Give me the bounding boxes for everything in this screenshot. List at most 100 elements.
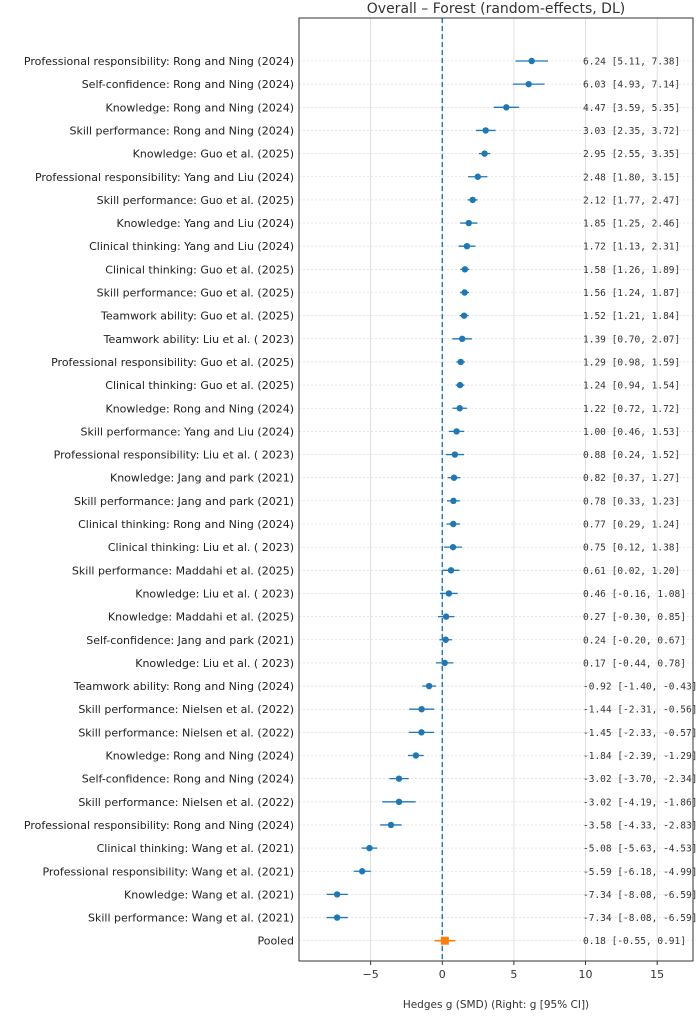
- study-label: Self-confidence: Rong and Ning (2024): [82, 773, 294, 786]
- x-tick-label: 5: [510, 968, 517, 981]
- study-label: Clinical thinking: Rong and Ning (2024): [78, 518, 294, 531]
- study-label: Professional responsibility: Rong and Ni…: [24, 819, 294, 832]
- study-row: Professional responsibility: Guo et al. …: [51, 356, 680, 369]
- effect-point: [441, 659, 448, 667]
- study-label: Knowledge: Jang and park (2021): [110, 472, 294, 485]
- effect-point: [451, 451, 459, 458]
- effect-ci-text: 0.24 [-0.20, 0.67]: [583, 635, 686, 646]
- effect-point: [460, 312, 468, 319]
- effect-point: [418, 729, 425, 736]
- study-row: Skill performance: Guo et al. (2025) 2.12…: [97, 194, 681, 207]
- study-row: Skill performance: Nielsen et al. (2022)…: [78, 703, 697, 716]
- chart-title: Overall – Forest (random-effects, DL): [367, 1, 625, 17]
- effect-ci-text: -3.58 [-4.33, -2.83]: [583, 820, 697, 831]
- study-label: Skill performance: Rong and Ning (2024): [69, 124, 294, 137]
- study-label: Knowledge: Guo et al. (2025): [133, 148, 294, 161]
- study-row: Clinical thinking: Liu et al. ( 2023) 0.7…: [108, 541, 680, 554]
- effect-ci-text: 1.24 [0.94, 1.54]: [583, 381, 680, 392]
- effect-ci-text: -1.84 [-2.39, -1.29]: [583, 751, 697, 762]
- effect-point: [333, 914, 341, 921]
- effect-ci-text: 0.75 [0.12, 1.38]: [583, 543, 680, 554]
- study-label: Skill performance: Yang and Liu (2024): [81, 425, 295, 438]
- study-label: Knowledge: Rong and Ning (2024): [105, 402, 294, 415]
- effect-point: [469, 196, 476, 204]
- effect-point: [387, 821, 395, 829]
- pooled-row: Pooled 0.18 [-0.55, 0.91]: [257, 935, 685, 948]
- study-label: Knowledge: Rong and Ning (2024): [105, 101, 294, 114]
- study-row: Clinical thinking: Guo et al. (2025) 1.24…: [105, 379, 680, 392]
- effect-point: [481, 150, 488, 157]
- study-row: Teamwork ability: Liu et al. ( 2023) 1.39…: [103, 333, 681, 346]
- effect-point: [445, 590, 453, 597]
- effect-ci-text: 0.77 [0.29, 1.24]: [583, 520, 680, 531]
- pooled-ci-text: 0.18 [-0.55, 0.91]: [583, 936, 686, 947]
- study-row: Knowledge: Jang and park (2021) 0.82 [0.3…: [110, 472, 680, 485]
- effect-point: [503, 104, 510, 111]
- pooled-label: Pooled: [257, 935, 294, 948]
- effect-ci-text: 3.03 [2.35, 3.72]: [583, 126, 680, 137]
- effect-point: [442, 636, 449, 643]
- effect-ci-text: 1.00 [0.46, 1.53]: [583, 427, 680, 438]
- study-row: Clinical thinking: Wang et al. (2021) -5.…: [97, 842, 698, 855]
- effect-ci-text: 6.03 [4.93, 7.14]: [583, 80, 680, 91]
- study-row: Knowledge: Rong and Ning (2024) 4.47 [3.5…: [105, 101, 680, 114]
- effect-ci-text: 0.17 [-0.44, 0.78]: [583, 658, 686, 669]
- study-row: Knowledge: Liu et al. ( 2023) 0.17 [-0.44…: [135, 657, 686, 670]
- effect-point: [456, 381, 464, 389]
- effect-ci-text: 1.39 [0.70, 2.07]: [583, 334, 680, 345]
- x-tick-label: 0: [439, 968, 446, 981]
- x-tick-label: 15: [650, 968, 664, 981]
- study-row: Skill performance: Rong and Ning (2024) 3…: [69, 124, 680, 137]
- study-label: Knowledge: Maddahi et al. (2025): [108, 611, 294, 624]
- effect-ci-text: 1.58 [1.26, 1.89]: [583, 265, 680, 276]
- study-rows: Professional responsibility: Rong and Ni…: [24, 55, 697, 948]
- study-label: Knowledge: Rong and Ning (2024): [105, 750, 294, 763]
- effect-ci-text: 2.12 [1.77, 2.47]: [583, 195, 680, 206]
- study-label: Self-confidence: Rong and Ning (2024): [82, 78, 294, 91]
- study-row: Knowledge: Rong and Ning (2024) 1.22 [0.7…: [105, 402, 680, 415]
- effect-point: [412, 752, 420, 759]
- study-row: Clinical thinking: Guo et al. (2025) 1.58…: [105, 263, 680, 276]
- x-axis: −5 0 5 10 15: [363, 961, 664, 981]
- effect-point: [418, 706, 425, 713]
- x-tick-label: 10: [579, 968, 593, 981]
- study-label: Skill performance: Wang et al. (2021): [88, 912, 294, 925]
- study-label: Professional responsibility: Guo et al. …: [51, 356, 294, 369]
- effect-point: [465, 219, 472, 227]
- effect-ci-text: -1.45 [-2.33, -0.57]: [583, 728, 697, 739]
- study-row: Professional responsibility: Liu et al. …: [54, 449, 681, 462]
- study-row: Skill performance: Yang and Liu (2024) 1.…: [81, 425, 681, 438]
- effect-point: [482, 127, 489, 134]
- effect-ci-text: 4.47 [3.59, 5.35]: [583, 103, 680, 114]
- study-label: Clinical thinking: Guo et al. (2025): [105, 263, 294, 276]
- study-row: Self-confidence: Jang and park (2021) 0.2…: [86, 634, 686, 647]
- x-axis-label: Hedges g (SMD) (Right: g [95% CI]): [403, 999, 589, 1011]
- effect-point: [425, 682, 433, 690]
- study-row: Clinical thinking: Yang and Liu (2024) 1.…: [89, 240, 680, 253]
- effect-point: [457, 358, 464, 366]
- effect-ci-text: 0.46 [-0.16, 1.08]: [583, 589, 686, 600]
- study-row: Self-confidence: Rong and Ning (2024) 6.0…: [82, 78, 681, 91]
- study-row: Skill performance: Maddahi et al. (2025)…: [72, 564, 680, 577]
- study-label: Skill performance: Guo et al. (2025): [97, 194, 294, 207]
- study-row: Knowledge: Liu et al. ( 2023) 0.46 [-0.16…: [135, 587, 686, 600]
- study-row: Teamwork ability: Rong and Ning (2024) -0…: [73, 680, 698, 693]
- effect-point: [461, 266, 469, 273]
- study-label: Professional responsibility: Rong and Ni…: [24, 55, 294, 68]
- study-label: Teamwork ability: Liu et al. ( 2023): [103, 333, 294, 346]
- effect-ci-text: 1.72 [1.13, 2.31]: [583, 242, 680, 253]
- effect-ci-text: -3.02 [-3.70, -2.34]: [583, 774, 697, 785]
- study-row: Knowledge: Maddahi et al. (2025) 0.27 [-0…: [108, 611, 686, 624]
- study-label: Professional responsibility: Yang and Li…: [35, 171, 294, 184]
- study-label: Clinical thinking: Wang et al. (2021): [97, 842, 294, 855]
- study-row: Knowledge: Guo et al. (2025) 2.95 [2.55, …: [133, 148, 681, 161]
- effect-point: [450, 520, 457, 528]
- study-row: Skill performance: Wang et al. (2021) -7.…: [88, 912, 697, 925]
- effect-point: [442, 613, 450, 620]
- study-label: Skill performance: Maddahi et al. (2025): [72, 564, 294, 577]
- pooled-marker: [440, 936, 449, 945]
- effect-ci-text: -7.34 [-8.08, -6.59]: [583, 890, 697, 901]
- effect-ci-text: 0.27 [-0.30, 0.85]: [583, 612, 686, 623]
- effect-point: [449, 543, 457, 551]
